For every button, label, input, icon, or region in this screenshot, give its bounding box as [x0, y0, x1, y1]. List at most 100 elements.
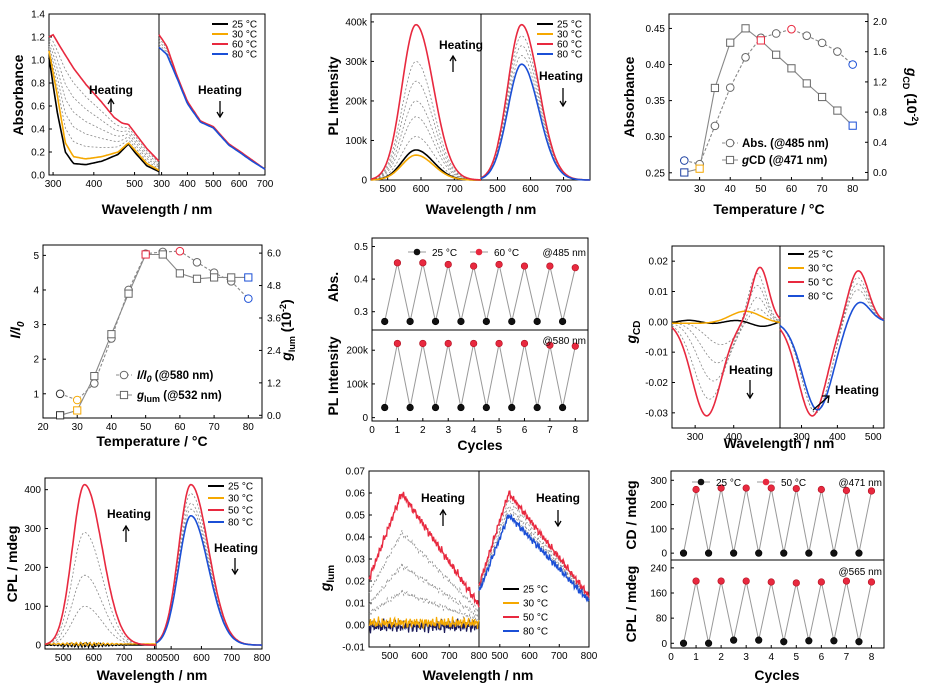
- x-tick-label: 40: [106, 422, 118, 433]
- heating-label: Heating: [214, 541, 258, 555]
- x-tick-label: 20: [37, 422, 49, 433]
- y-tick-label: 0.02: [649, 257, 669, 268]
- cd-point-cold: [755, 549, 763, 557]
- pl-point-hot: [470, 339, 478, 348]
- legend-label: 50 °C: [781, 478, 806, 489]
- x-tick-label: 800: [254, 653, 271, 664]
- pl-intermediate-curve: [370, 80, 481, 181]
- legend-label: Abs. (@485 nm): [742, 138, 829, 150]
- pl-point-cold: [381, 403, 389, 412]
- glum-point: [158, 250, 167, 259]
- y-tick-label: -0.03: [645, 408, 668, 419]
- y-tick-label: 1.2: [31, 33, 45, 44]
- y-tick-label: 80: [656, 614, 668, 625]
- abs-point-hot: [470, 262, 478, 270]
- cd-point-hot: [817, 485, 825, 494]
- gcd-curve-80C-right: [779, 301, 885, 411]
- heating-arrow-head: [746, 392, 754, 400]
- abs-point-hot: [520, 262, 529, 270]
- y-tick-label: 0: [661, 639, 667, 650]
- cd-point-cold: [730, 549, 738, 557]
- legend-marker: [725, 138, 735, 148]
- y-tick-label: 0.01: [649, 287, 669, 298]
- glum-point: [56, 411, 65, 420]
- x-tick-label: 500: [205, 179, 222, 190]
- legend-marker: [762, 478, 770, 486]
- gcd-curve-30C: [672, 310, 781, 325]
- y-tick-label: 240: [650, 563, 667, 574]
- legend-label: 60 °C: [557, 40, 582, 51]
- abs-intermediate-curve: [48, 46, 160, 168]
- cd-point-hot: [692, 485, 700, 494]
- abs-point-cold: [508, 317, 516, 326]
- panel-a-frame: [48, 13, 266, 176]
- legend-label: 25 °C: [808, 250, 833, 261]
- x-tick-label: 6: [522, 425, 528, 436]
- x-tick-label: 0: [369, 425, 375, 436]
- y-tick-label: 0.4: [354, 275, 368, 286]
- gcd-intermediate-curve: [671, 273, 781, 400]
- cpl-intermediate-curve: [44, 532, 156, 646]
- pl-intermediate-curve: [370, 61, 481, 181]
- y-tick-label: 100: [24, 602, 41, 613]
- abs-intermediate-curve: [48, 41, 160, 165]
- legend-label: 25 °C: [716, 478, 741, 489]
- abs-point-hot: [495, 260, 503, 269]
- gcd-curve-50C: [671, 266, 781, 417]
- glum-point: [90, 372, 99, 381]
- x-tick-label: 500: [489, 184, 506, 195]
- y-tick-label: 0.8: [873, 108, 887, 119]
- glum-point: [107, 330, 116, 339]
- abs-point-cold: [457, 317, 465, 326]
- heating-label: Heating: [421, 491, 465, 505]
- cpl-intermediate-curve: [155, 508, 262, 646]
- y-tick-label: 100: [650, 524, 667, 535]
- pl-point-hot: [444, 339, 452, 348]
- panel-g-frame: [44, 477, 263, 650]
- cpl-point-hot: [817, 578, 825, 586]
- panel-g-xlabel: Wavelength / nm: [97, 667, 208, 683]
- y-tick-label: 3.6: [267, 313, 281, 324]
- heating-arrow-head: [559, 100, 567, 108]
- cpl-intermediate-curve: [44, 574, 156, 646]
- pl-curve-80C-right: [480, 63, 591, 181]
- x-tick-label: 80: [847, 184, 859, 195]
- x-tick-label: 50: [140, 422, 152, 433]
- x-tick-label: 8: [573, 425, 579, 436]
- y-tick-label: 160: [650, 589, 667, 600]
- label-part: 0: [147, 374, 152, 384]
- ratio-point: [72, 395, 82, 405]
- y-tick-label: 0.5: [354, 242, 368, 253]
- abs-point-cold: [406, 317, 414, 326]
- y-tick-label: -0.01: [342, 643, 365, 654]
- x-tick-label: 600: [413, 184, 430, 195]
- label-part: CD: [632, 320, 643, 334]
- x-tick-label: 400: [829, 432, 846, 443]
- legend-label: gCD (@471 nm): [741, 155, 828, 167]
- cpl-point-hot: [692, 577, 700, 585]
- y-tick-label: 200: [24, 563, 41, 574]
- y-tick-label: 3: [33, 320, 39, 331]
- glum-point: [227, 273, 236, 282]
- x-tick-label: 500: [55, 653, 72, 664]
- panel-a-ylabel: Absorbance: [10, 54, 26, 135]
- glum-intermediate-curve: [368, 530, 480, 613]
- y-tick-label: 0.04: [346, 533, 366, 544]
- y-tick-label: 0.0: [873, 168, 887, 179]
- y-tick-label: 0.4: [31, 125, 45, 136]
- pl-point-cold: [508, 403, 516, 412]
- gcd-point: [787, 64, 796, 73]
- heating-label: Heating: [89, 83, 133, 97]
- glum-intermediate-curve: [478, 505, 590, 599]
- cd-point-hot: [792, 484, 800, 493]
- y-tick-label: 0.4: [873, 138, 887, 149]
- legend-marker: [119, 370, 129, 380]
- ratio-point: [55, 389, 65, 399]
- label-part: g: [904, 67, 920, 77]
- panel-c-ylabel2: gCD (10-2): [901, 67, 920, 126]
- gcd-intermediate-curve: [671, 285, 781, 382]
- x-tick-label: 60: [786, 184, 798, 195]
- x-tick-label: 3: [445, 425, 451, 436]
- x-tick-label: 80: [243, 422, 255, 433]
- y-tick-label: 4: [33, 285, 39, 296]
